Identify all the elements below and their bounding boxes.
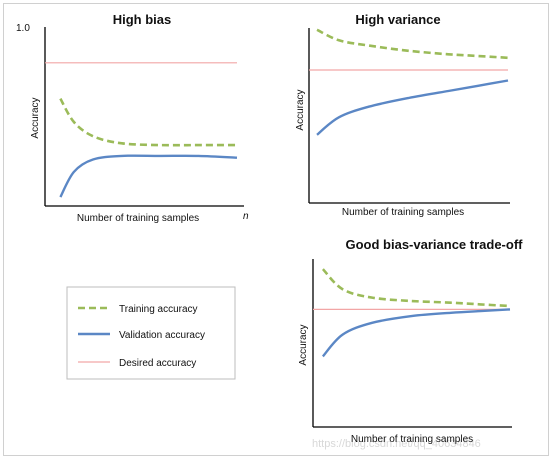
validation-accuracy-line (59, 154, 238, 198)
training-accuracy-line (59, 97, 237, 147)
validation-accuracy-line (321, 308, 511, 358)
x-axis-label: Number of training samples (77, 213, 199, 224)
legend-label-desired: Desired accuracy (119, 358, 196, 369)
chart-high-bias: High bias 1.0 Accuracy Number of trainin… (16, 12, 249, 224)
chart-good-tradeoff: Good bias-variance trade-off Accuracy Nu… (298, 237, 523, 445)
x-axis-label: Number of training samples (351, 434, 473, 445)
y-tick-label: 1.0 (16, 23, 30, 34)
training-accuracy-line (321, 268, 511, 308)
training-accuracy-line (316, 28, 509, 60)
watermark-text: https://blog.csdn.net/qq_40634846 (312, 438, 481, 450)
chart-title: High variance (355, 12, 440, 27)
y-axis-label: Accuracy (295, 89, 306, 130)
chart-title: Good bias-variance trade-off (346, 237, 524, 252)
figure-frame (3, 3, 549, 456)
legend: Training accuracy Validation accuracy De… (66, 286, 236, 380)
chart-title: High bias (113, 12, 172, 27)
x-axis-label: Number of training samples (342, 207, 464, 218)
x-axis-end-label: n (243, 211, 249, 222)
legend-label-training: Training accuracy (119, 304, 198, 315)
legend-label-validation: Validation accuracy (119, 330, 205, 341)
chart-high-variance: High variance Accuracy Number of trainin… (295, 12, 510, 218)
validation-accuracy-line (316, 79, 509, 136)
y-axis-label: Accuracy (30, 97, 41, 138)
y-axis-label: Accuracy (298, 324, 309, 365)
